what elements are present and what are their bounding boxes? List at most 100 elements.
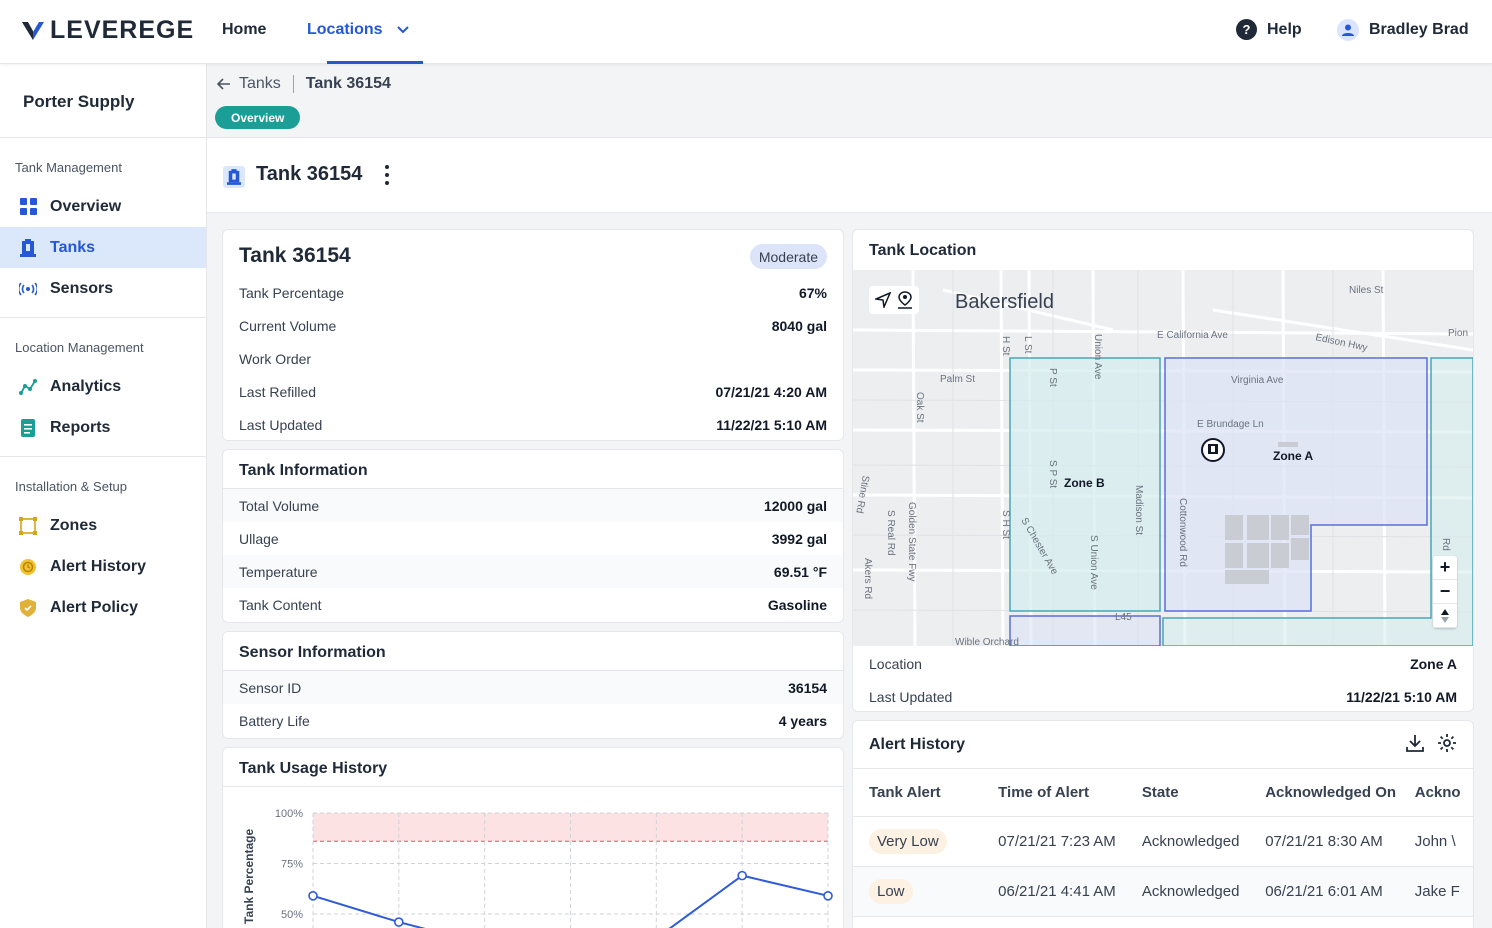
sidebar-item-analytics[interactable]: Analytics bbox=[0, 366, 206, 407]
nav-locations[interactable]: Locations bbox=[307, 21, 409, 39]
nav-home[interactable]: Home bbox=[222, 21, 267, 38]
ack-on-cell: 06/21/21 6:01 AM bbox=[1265, 883, 1383, 900]
summary-title: Tank 36154 bbox=[239, 244, 351, 267]
alert-history-actions bbox=[1405, 733, 1457, 753]
summary-row: Current Volume 8040 gal bbox=[223, 309, 843, 342]
data-point bbox=[737, 870, 747, 881]
avatar bbox=[1337, 19, 1359, 41]
page-title: Tank 36154 bbox=[256, 163, 363, 185]
row-value: 4 years bbox=[778, 712, 827, 729]
summary-row: Last Updated 11/22/21 5:10 AM bbox=[223, 408, 843, 440]
sidebar-item-tanks[interactable]: Tanks bbox=[0, 227, 206, 268]
map-street-label: Akers Rd bbox=[862, 558, 873, 599]
alert-level-chip: Very Low bbox=[869, 829, 947, 854]
section-title-installation-setup: Installation & Setup bbox=[15, 479, 128, 494]
table-header-row: Tank Alert Time of Alert State Acknowled… bbox=[853, 768, 1473, 817]
y-tick-label: 50% bbox=[281, 909, 303, 921]
compass-icon bbox=[1441, 608, 1449, 623]
row-label: Last Refilled bbox=[239, 383, 317, 400]
top-bar: LEVEREGE Home Locations ? Help Bradley B… bbox=[0, 0, 1492, 64]
map-street-label: P St bbox=[1047, 368, 1058, 387]
gear-icon[interactable] bbox=[1437, 733, 1457, 753]
state-cell: Acknowledged bbox=[1141, 833, 1240, 850]
zoom-in-button[interactable]: + bbox=[1433, 556, 1457, 580]
row-label: Temperature bbox=[239, 563, 318, 580]
column-header[interactable]: Tank Alert bbox=[869, 784, 941, 801]
breadcrumb: Tanks Tank 36154 bbox=[217, 75, 391, 93]
row-label: Current Volume bbox=[239, 317, 337, 334]
sidebar-item-reports[interactable]: Reports bbox=[0, 407, 206, 448]
ack-on-cell: 07/21/21 8:30 AM bbox=[1265, 833, 1383, 850]
alert-cell: Low bbox=[853, 879, 998, 904]
row-value: Zone A bbox=[1410, 655, 1457, 672]
map-street-label: S Union Ave bbox=[1088, 535, 1099, 590]
sidebar-item-sensors[interactable]: Sensors bbox=[0, 268, 206, 309]
map-street-label: L St bbox=[1022, 336, 1033, 354]
sidebar-item-alert-policy[interactable]: Alert Policy bbox=[0, 587, 206, 628]
column-header[interactable]: Acknowledged On bbox=[1265, 784, 1397, 801]
brand-logo[interactable]: LEVEREGE bbox=[22, 16, 194, 45]
page-header: Tank 36154 bbox=[207, 138, 1492, 213]
sidebar-item-overview[interactable]: Overview bbox=[0, 186, 206, 227]
map-street-label: S Real Rd bbox=[885, 510, 896, 556]
alert-level-chip: Low bbox=[869, 879, 913, 904]
row-value: 11/22/21 5:10 AM bbox=[1346, 688, 1457, 705]
sidebar-item-zones[interactable]: Zones bbox=[0, 505, 206, 546]
shield-icon bbox=[18, 598, 38, 618]
more-options-icon[interactable] bbox=[383, 165, 391, 185]
map-street-label: Niles St bbox=[1349, 285, 1384, 296]
data-point bbox=[308, 891, 318, 901]
location-row: Location Zone A bbox=[853, 647, 1473, 680]
table-row[interactable]: Low 06/21/21 4:41 AM Acknowledged 06/21/… bbox=[853, 867, 1473, 917]
tank-icon bbox=[18, 238, 38, 258]
row-value: 11/22/21 5:10 AM bbox=[716, 416, 827, 433]
user-menu[interactable]: Bradley Brad bbox=[1337, 19, 1469, 41]
map-street-label: Madison St bbox=[1133, 485, 1144, 535]
grid-icon bbox=[18, 197, 38, 217]
column-header[interactable]: Ackno bbox=[1414, 784, 1461, 801]
sidebar-item-label: Overview bbox=[50, 197, 122, 215]
sensor-information-card: Sensor Information Sensor ID 36154 Batter… bbox=[222, 631, 844, 739]
y-tick-label: 100% bbox=[275, 808, 303, 820]
brand-name: LEVEREGE bbox=[50, 16, 195, 44]
sidebar-item-label: Alert Policy bbox=[50, 598, 139, 616]
time-cell: 06/21/21 4:41 AM bbox=[998, 883, 1116, 900]
info-row: Ullage 3992 gal bbox=[223, 522, 843, 555]
sidebar-item-label: Sensors bbox=[50, 279, 114, 297]
alert-history-card: Alert History Tank Alert Time of Alert S… bbox=[852, 720, 1474, 928]
location-map[interactable]: Bakersfield Zone A Zone B Niles St E Cal… bbox=[853, 270, 1473, 646]
compass-button[interactable] bbox=[1433, 604, 1457, 628]
map-pin-icon[interactable] bbox=[897, 291, 913, 309]
y-axis-label: Tank Percentage bbox=[242, 829, 256, 924]
map-city-label: Bakersfield bbox=[955, 291, 1054, 313]
row-value: 69.51 °F bbox=[773, 563, 827, 580]
breadcrumb-bar: Tanks Tank 36154 Overview bbox=[207, 64, 1492, 138]
time-cell: 07/21/21 7:23 AM bbox=[998, 833, 1116, 850]
help-button[interactable]: ? Help bbox=[1236, 19, 1302, 40]
map-street-label: Rd bbox=[1440, 538, 1451, 551]
user-name: Bradley Brad bbox=[1369, 21, 1469, 38]
map-street-label: L45 bbox=[1115, 612, 1132, 623]
tab-overview[interactable]: Overview bbox=[215, 106, 301, 129]
download-icon[interactable] bbox=[1405, 733, 1425, 753]
chevron-down-icon bbox=[396, 26, 409, 34]
map-street-label: Virginia Ave bbox=[1231, 375, 1284, 386]
navigation-arrow-icon[interactable] bbox=[875, 292, 891, 308]
row-label: Last Updated bbox=[869, 688, 953, 705]
breadcrumb-back-link[interactable]: Tanks bbox=[217, 75, 294, 93]
help-label: Help bbox=[1267, 20, 1302, 38]
sidebar-item-alert-history[interactable]: Alert History bbox=[0, 546, 206, 587]
table-row[interactable]: Very Low 07/21/21 7:23 AM Acknowledged 0… bbox=[853, 817, 1473, 867]
column-header[interactable]: Time of Alert bbox=[998, 784, 1090, 801]
company-name[interactable]: Porter Supply bbox=[0, 64, 206, 138]
breadcrumb-back-label: Tanks bbox=[239, 75, 281, 92]
sidebar-item-label: Reports bbox=[50, 418, 111, 436]
column-header[interactable]: State bbox=[1141, 784, 1179, 801]
summary-row: Work Order bbox=[223, 342, 843, 375]
map-street-label: S H St bbox=[1000, 510, 1011, 539]
tank-information-card: Tank Information Total Volume 12000 gal U… bbox=[222, 449, 844, 623]
zoom-out-button[interactable]: − bbox=[1433, 580, 1457, 604]
row-value: 67% bbox=[798, 284, 827, 301]
sensor-wave-icon bbox=[18, 279, 38, 299]
info-row: Total Volume 12000 gal bbox=[223, 489, 843, 522]
